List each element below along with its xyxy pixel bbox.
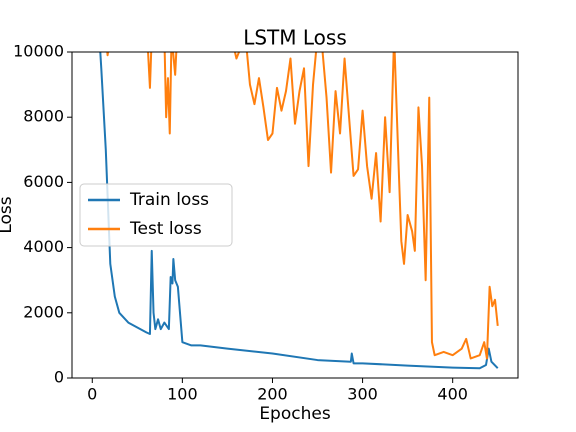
- line-series: [99, 52, 499, 370]
- x-axis-label: Epoches: [259, 404, 331, 424]
- y-tick-label: 0: [54, 368, 64, 387]
- plot-area: [99, 52, 499, 370]
- legend: Train loss Test loss: [79, 183, 233, 247]
- line-series: [106, 52, 499, 360]
- legend-label: Train loss: [129, 190, 209, 210]
- chart-title: LSTM Loss: [243, 26, 347, 50]
- legend-label: Test loss: [129, 219, 202, 239]
- x-tick-label: 200: [257, 385, 288, 404]
- y-tick-label: 10000: [13, 42, 64, 61]
- y-tick-label: 8000: [23, 107, 64, 126]
- x-tick-label: 400: [437, 385, 468, 404]
- x-tick-label: 0: [87, 385, 97, 404]
- axes-frame: [71, 51, 519, 379]
- y-tick-label: 4000: [23, 237, 64, 256]
- y-tick-label: 6000: [23, 172, 64, 191]
- y-tick-label: 2000: [23, 302, 64, 321]
- x-tick-label: 300: [347, 385, 378, 404]
- x-tick-label: 100: [167, 385, 198, 404]
- y-axis-label: Loss: [0, 196, 16, 233]
